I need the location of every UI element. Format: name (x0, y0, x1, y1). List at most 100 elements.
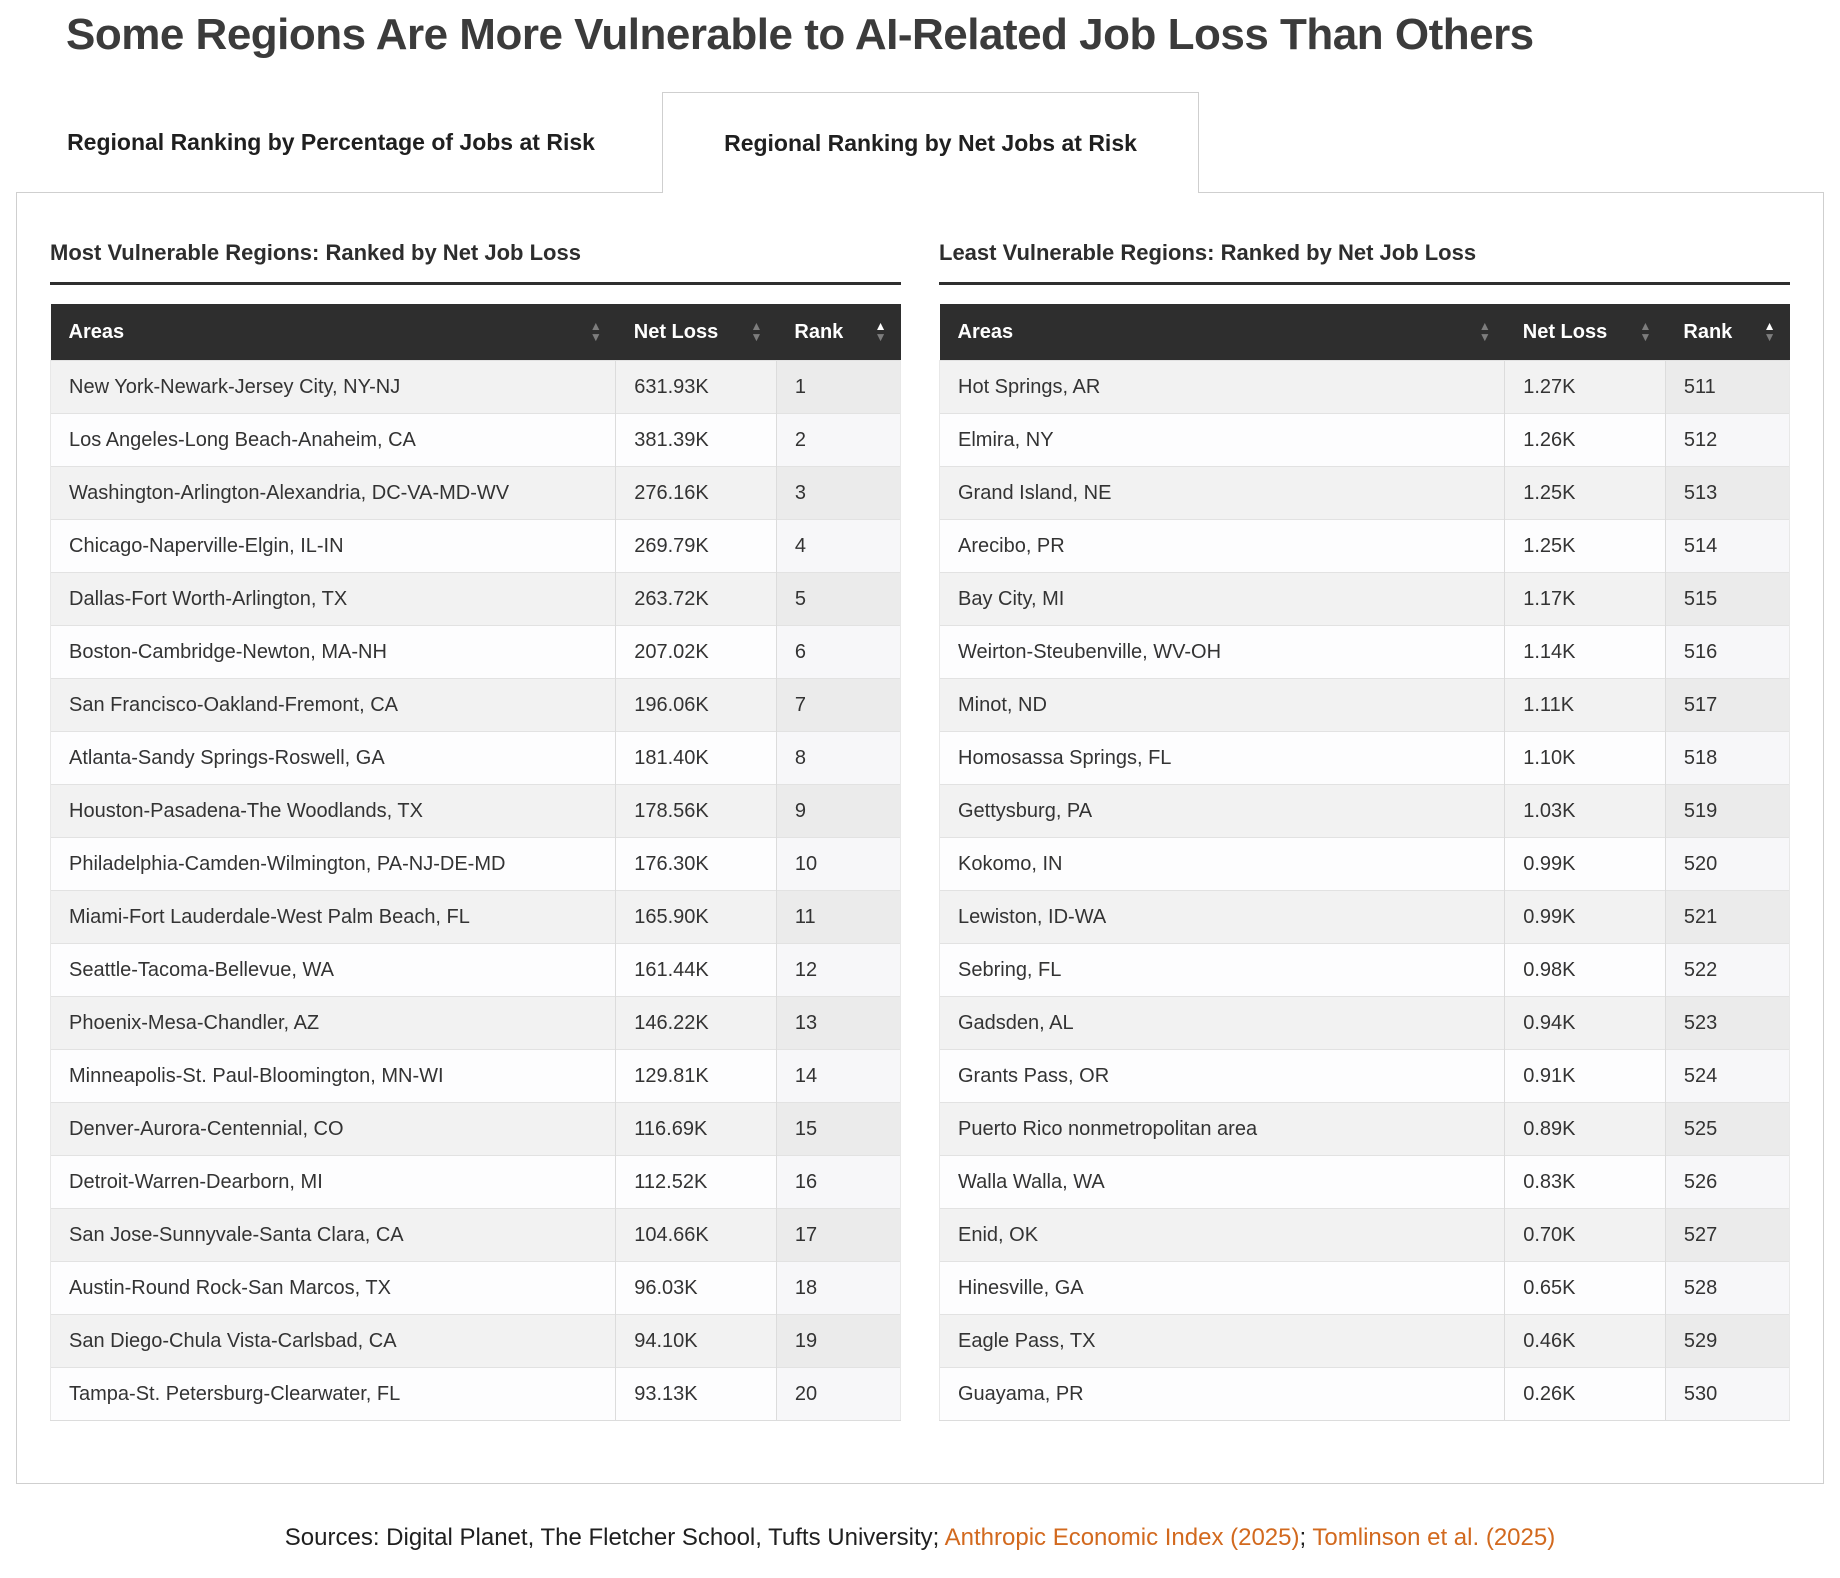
net-loss-cell: 112.52K (615, 1155, 777, 1209)
area-cell: Houston-Pasadena-The Woodlands, TX (49, 784, 616, 838)
area-cell: Elmira, NY (938, 413, 1505, 467)
table-row: Kokomo, IN 0.99K 520 (938, 837, 1791, 891)
table-row: Enid, OK 0.70K 527 (938, 1208, 1791, 1262)
table-header-row: Areas ▲ ▼ Net Loss ▲ ▼ Rank ▲ ▼ (939, 304, 1790, 361)
area-cell: Los Angeles-Long Beach-Anaheim, CA (49, 413, 616, 467)
net-loss-cell: 381.39K (615, 413, 777, 467)
net-loss-cell: 276.16K (615, 466, 777, 520)
sources-line: Sources: Digital Planet, The Fletcher Sc… (0, 1524, 1840, 1552)
rank-cell: 18 (775, 1261, 902, 1315)
sort-desc-icon: ▼ (874, 330, 887, 344)
area-cell: San Diego-Chula Vista-Carlsbad, CA (49, 1314, 616, 1368)
sort-arrows-icon: ▲ ▼ (874, 320, 887, 344)
column-header-rank[interactable]: Rank ▲ ▼ (776, 304, 901, 361)
sort-desc-icon: ▼ (1478, 330, 1491, 344)
table-row: Los Angeles-Long Beach-Anaheim, CA 381.39… (49, 413, 902, 467)
column-header-rank[interactable]: Rank ▲ ▼ (1665, 304, 1790, 361)
table-row: Arecibo, PR 1.25K 514 (938, 519, 1791, 573)
heading-rule (50, 282, 901, 285)
net-loss-cell: 1.10K (1504, 731, 1666, 785)
table-row: Washington-Arlington-Alexandria, DC-VA-M… (49, 466, 902, 520)
sort-asc-icon: ▲ (1478, 319, 1491, 333)
net-loss-cell: 176.30K (615, 837, 777, 891)
area-cell: San Francisco-Oakland-Fremont, CA (49, 678, 616, 732)
tomlinson-link[interactable]: Tomlinson et al. (2025) (1312, 1524, 1556, 1551)
area-cell: Grand Island, NE (938, 466, 1505, 520)
tab-percentage-of-jobs-at-risk[interactable]: Regional Ranking by Percentage of Jobs a… (67, 128, 595, 155)
rank-cell: 518 (1664, 731, 1791, 785)
table-row: Guayama, PR 0.26K 530 (938, 1367, 1791, 1421)
sort-asc-icon: ▲ (1763, 319, 1776, 333)
rank-cell: 528 (1664, 1261, 1791, 1315)
net-loss-cell: 0.46K (1504, 1314, 1666, 1368)
column-header-areas[interactable]: Areas ▲ ▼ (50, 304, 616, 361)
column-label: Areas (68, 320, 125, 343)
table-row: Austin-Round Rock-San Marcos, TX 96.03K 18 (49, 1261, 902, 1315)
table-row: Minot, ND 1.11K 517 (938, 678, 1791, 732)
anthropic-economic-index-link[interactable]: Anthropic Economic Index (2025) (944, 1524, 1300, 1551)
table-row: Hinesville, GA 0.65K 528 (938, 1261, 1791, 1315)
sources-separator: ; (1299, 1524, 1313, 1551)
area-cell: Grants Pass, OR (938, 1049, 1505, 1103)
area-cell: New York-Newark-Jersey City, NY-NJ (49, 360, 616, 414)
net-loss-cell: 269.79K (615, 519, 777, 573)
area-cell: Detroit-Warren-Dearborn, MI (49, 1155, 616, 1209)
area-cell: Atlanta-Sandy Springs-Roswell, GA (49, 731, 616, 785)
table-row: Seattle-Tacoma-Bellevue, WA 161.44K 12 (49, 943, 902, 997)
sort-asc-icon: ▲ (1639, 319, 1652, 333)
net-loss-cell: 1.25K (1504, 519, 1666, 573)
rank-cell: 515 (1664, 572, 1791, 626)
net-loss-cell: 1.03K (1504, 784, 1666, 838)
most-vulnerable-heading: Most Vulnerable Regions: Ranked by Net J… (50, 240, 581, 265)
rank-cell: 526 (1664, 1155, 1791, 1209)
table-row: Bay City, MI 1.17K 515 (938, 572, 1791, 626)
table-row: New York-Newark-Jersey City, NY-NJ 631.93… (49, 360, 902, 414)
column-header-net-loss[interactable]: Net Loss ▲ ▼ (1504, 304, 1666, 361)
table-row: Gadsden, AL 0.94K 523 (938, 996, 1791, 1050)
tab-content-panel: Most Vulnerable Regions: Ranked by Net J… (16, 192, 1824, 1484)
rank-cell: 512 (1664, 413, 1791, 467)
rank-cell: 20 (775, 1367, 902, 1421)
area-cell: Austin-Round Rock-San Marcos, TX (49, 1261, 616, 1315)
table-row: Lewiston, ID-WA 0.99K 521 (938, 890, 1791, 944)
area-cell: Minot, ND (938, 678, 1505, 732)
net-loss-cell: 165.90K (615, 890, 777, 944)
tab-net-jobs-at-risk[interactable]: Regional Ranking by Net Jobs at Risk (662, 92, 1199, 193)
net-loss-cell: 631.93K (615, 360, 777, 414)
table-row: Tampa-St. Petersburg-Clearwater, FL 93.13… (49, 1367, 902, 1421)
net-loss-cell: 94.10K (615, 1314, 777, 1368)
rank-cell: 517 (1664, 678, 1791, 732)
rank-cell: 15 (775, 1102, 902, 1156)
net-loss-cell: 0.26K (1504, 1367, 1666, 1421)
tables-container: Most Vulnerable Regions: Ranked by Net J… (49, 240, 1791, 1421)
area-cell: Chicago-Naperville-Elgin, IL-IN (49, 519, 616, 573)
area-cell: Boston-Cambridge-Newton, MA-NH (49, 625, 616, 679)
area-cell: San Jose-Sunnyvale-Santa Clara, CA (49, 1208, 616, 1262)
column-header-areas[interactable]: Areas ▲ ▼ (939, 304, 1505, 361)
most-vulnerable-table: Areas ▲ ▼ Net Loss ▲ ▼ Rank ▲ ▼ New York-Newark-… (49, 304, 902, 1421)
rank-cell: 4 (775, 519, 902, 573)
column-header-net-loss[interactable]: Net Loss ▲ ▼ (615, 304, 777, 361)
tab-bar: Regional Ranking by Percentage of Jobs a… (0, 92, 1840, 193)
net-loss-cell: 0.89K (1504, 1102, 1666, 1156)
table-row: Philadelphia-Camden-Wilmington, PA-NJ-DE… (49, 837, 902, 891)
net-loss-cell: 1.11K (1504, 678, 1666, 732)
rank-cell: 11 (775, 890, 902, 944)
column-label: Net Loss (1522, 320, 1608, 343)
table-row: Puerto Rico nonmetropolitan area 0.89K 525 (938, 1102, 1791, 1156)
net-loss-cell: 1.14K (1504, 625, 1666, 679)
net-loss-cell: 196.06K (615, 678, 777, 732)
rank-cell: 524 (1664, 1049, 1791, 1103)
rank-cell: 519 (1664, 784, 1791, 838)
table-row: Chicago-Naperville-Elgin, IL-IN 269.79K 4 (49, 519, 902, 573)
table-header-row: Areas ▲ ▼ Net Loss ▲ ▼ Rank ▲ ▼ (50, 304, 901, 361)
table-row: San Jose-Sunnyvale-Santa Clara, CA 104.66… (49, 1208, 902, 1262)
rank-cell: 5 (775, 572, 902, 626)
sort-arrows-icon: ▲ ▼ (1763, 319, 1776, 343)
rank-cell: 521 (1664, 890, 1791, 944)
table-row: Miami-Fort Lauderdale-West Palm Beach, F… (49, 890, 902, 944)
sort-asc-icon: ▲ (589, 319, 602, 333)
rank-cell: 10 (775, 837, 902, 891)
least-vulnerable-table: Areas ▲ ▼ Net Loss ▲ ▼ Rank ▲ ▼ Hot Springs, AR 1… (938, 304, 1791, 1421)
net-loss-cell: 181.40K (615, 731, 777, 785)
